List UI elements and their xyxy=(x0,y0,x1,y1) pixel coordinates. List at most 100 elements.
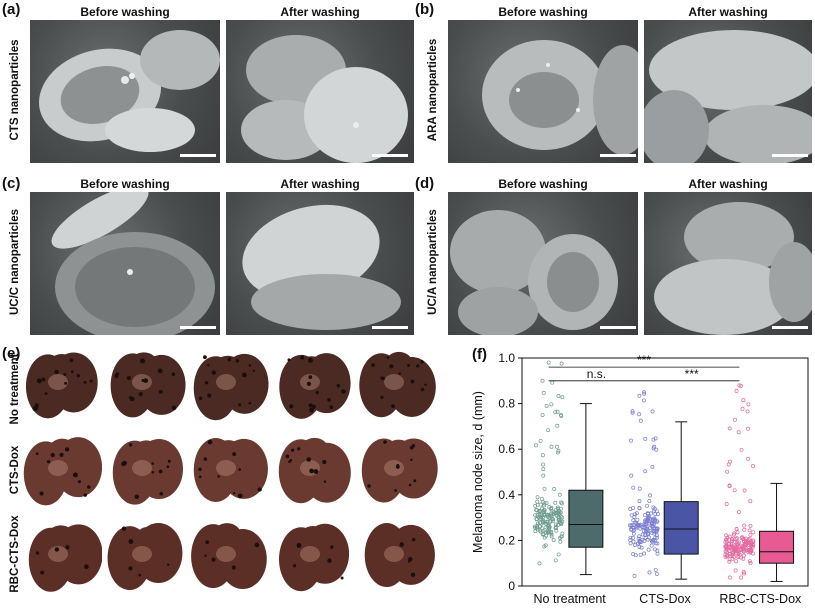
data-point xyxy=(742,571,747,576)
data-point xyxy=(745,409,750,414)
data-point xyxy=(637,412,642,417)
data-point xyxy=(749,547,754,552)
data-point xyxy=(535,513,540,518)
sem-c-after xyxy=(226,192,414,335)
lung-photo xyxy=(278,437,351,504)
data-point xyxy=(547,505,552,510)
data-point xyxy=(558,539,563,544)
data-point xyxy=(556,517,561,522)
sem-c-before xyxy=(30,192,220,335)
data-point xyxy=(643,469,648,474)
data-point xyxy=(746,456,751,461)
data-point xyxy=(549,534,554,539)
lung-photo xyxy=(112,439,184,505)
b-after-title: After washing xyxy=(688,5,768,19)
data-point xyxy=(628,535,633,540)
significance-label: *** xyxy=(685,367,699,381)
data-point xyxy=(553,410,558,414)
data-point xyxy=(546,428,551,433)
data-point xyxy=(540,378,545,383)
data-point xyxy=(735,536,739,541)
data-point xyxy=(742,523,747,528)
lung-photo xyxy=(25,352,98,419)
data-point xyxy=(642,539,647,543)
lung-photo xyxy=(361,438,438,503)
data-point xyxy=(643,436,648,441)
data-point xyxy=(560,519,565,524)
data-point xyxy=(735,530,740,535)
data-point xyxy=(748,499,753,504)
data-point xyxy=(541,523,546,528)
data-point xyxy=(629,513,634,518)
lung-photo xyxy=(279,353,351,419)
data-point xyxy=(549,514,554,519)
data-point xyxy=(538,529,543,534)
data-point xyxy=(646,547,651,552)
data-point xyxy=(549,402,554,407)
data-point xyxy=(727,545,732,550)
data-point xyxy=(731,532,736,537)
data-point xyxy=(742,553,746,558)
lung-photos xyxy=(22,344,446,606)
data-point xyxy=(730,551,735,556)
data-point xyxy=(636,536,641,541)
data-point xyxy=(737,383,742,388)
data-point xyxy=(643,533,647,538)
c-before-title: Before washing xyxy=(80,177,170,191)
data-point xyxy=(746,402,751,407)
data-point xyxy=(628,507,633,511)
data-point xyxy=(542,535,547,540)
lung-photo xyxy=(193,353,269,421)
data-point xyxy=(741,398,746,403)
data-point xyxy=(739,555,744,560)
data-point xyxy=(546,525,551,530)
data-point xyxy=(541,462,545,467)
data-point xyxy=(538,502,543,507)
data-point xyxy=(637,499,642,504)
data-point xyxy=(542,486,547,491)
data-point xyxy=(730,553,735,558)
scale-bar xyxy=(180,326,216,329)
data-point xyxy=(736,553,741,558)
data-point xyxy=(727,483,732,488)
box xyxy=(663,501,699,555)
data-point xyxy=(652,506,657,511)
data-point xyxy=(651,437,656,442)
data-point xyxy=(655,551,660,556)
data-point xyxy=(639,545,644,550)
significance-label: n.s. xyxy=(587,367,606,381)
data-point xyxy=(551,538,556,543)
data-point xyxy=(655,541,660,546)
data-point xyxy=(559,361,564,366)
data-point xyxy=(723,555,728,559)
data-point xyxy=(537,520,542,525)
data-point xyxy=(631,539,636,544)
data-point xyxy=(539,516,543,521)
data-point xyxy=(648,493,653,498)
data-point xyxy=(540,413,545,417)
data-point xyxy=(553,500,558,505)
data-point xyxy=(725,469,730,474)
data-point xyxy=(638,552,643,557)
data-point xyxy=(540,532,545,537)
data-point xyxy=(538,438,543,443)
data-point xyxy=(556,448,561,453)
data-point xyxy=(642,551,647,556)
data-point xyxy=(741,556,746,561)
data-point xyxy=(725,535,730,540)
d-before-title: Before washing xyxy=(498,177,588,191)
data-point xyxy=(535,508,540,513)
data-point xyxy=(750,464,755,468)
data-point xyxy=(724,502,729,506)
data-point xyxy=(651,446,656,451)
data-point xyxy=(560,531,565,536)
data-point xyxy=(546,514,550,519)
lung-photo xyxy=(278,523,350,592)
data-point xyxy=(743,542,748,547)
data-point xyxy=(650,409,655,414)
data-point xyxy=(736,544,741,549)
y-tick-label: 0.8 xyxy=(498,397,515,411)
data-point xyxy=(739,447,744,452)
a-after-title: After washing xyxy=(280,5,360,19)
b-before-title: Before washing xyxy=(498,5,588,19)
